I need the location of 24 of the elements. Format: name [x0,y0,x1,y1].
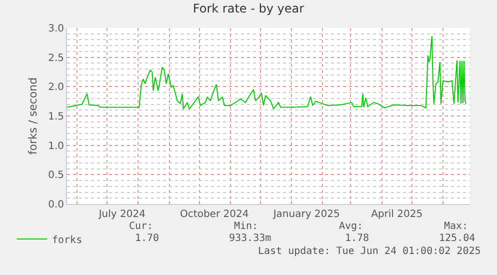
text: 1.78 [345,233,370,244]
text: Cur: [129,221,154,232]
legend-label: forks [52,234,82,246]
text: 1.70 [135,233,160,244]
y-axis-title: forks / second [26,77,40,155]
chart-title: Fork rate - by year [192,2,304,16]
x-tick-label: January 2025 [272,209,340,220]
text: 933.33m [229,233,272,244]
x-tick-label: April 2025 [371,209,423,220]
y-tick-label: 1.0 [48,140,64,152]
x-tick-label: October 2024 [180,209,249,220]
y-tick-label: 1.5 [48,112,64,122]
y-tick-label: 3.0 [48,24,64,34]
y-tick-label: 2.5 [48,52,64,64]
text: Min: [234,221,258,232]
text: Avg: [339,221,364,232]
y-tick-label: 2.0 [48,82,64,94]
text: Max: [444,221,468,232]
x-tick-label: July 2024 [98,209,146,220]
y-tick-label: 0.5 [48,170,64,182]
text: 125.04 [439,233,476,244]
text: Last update: Tue Jun 24 01:00:02 2025 [258,246,481,257]
line-series [67,36,466,110]
y-tick-label: 0.0 [48,200,64,210]
